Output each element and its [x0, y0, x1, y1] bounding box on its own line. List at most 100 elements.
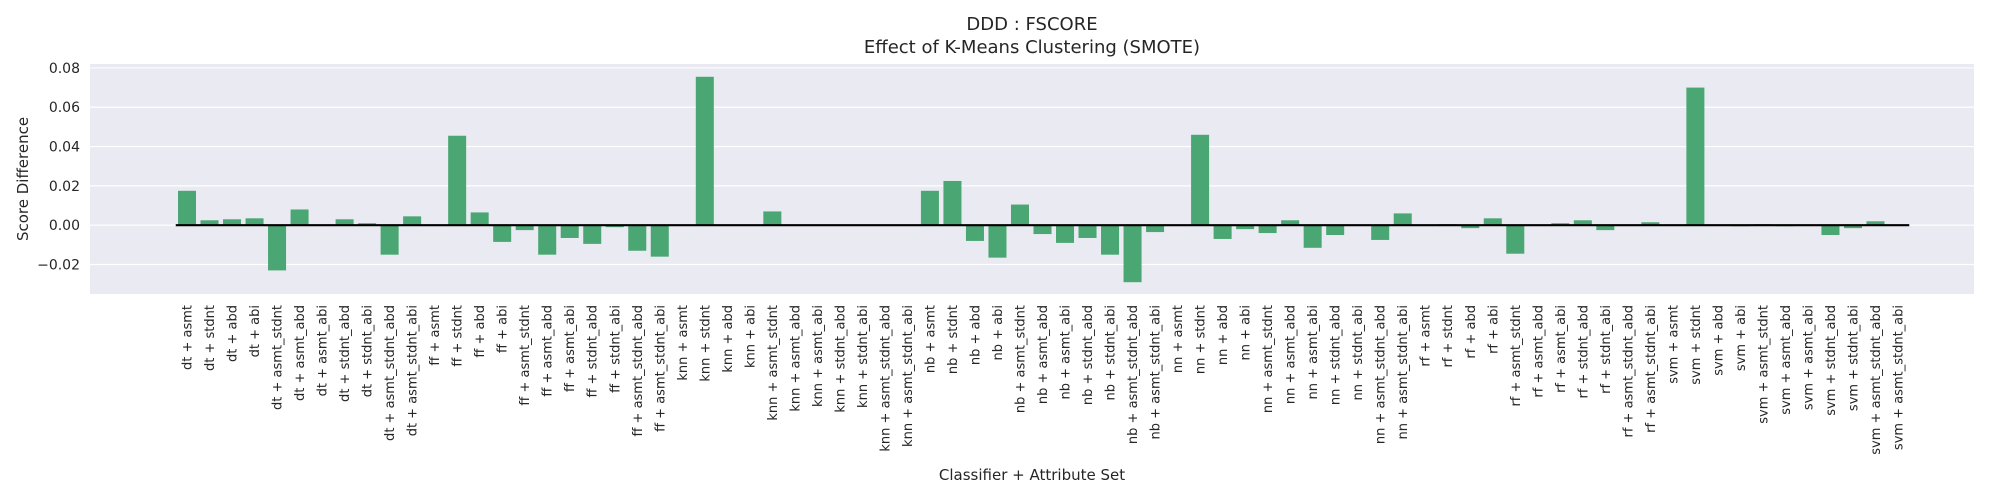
x-tick-label: dt + stdnt	[203, 305, 218, 371]
bar	[538, 225, 557, 255]
bar	[650, 225, 669, 257]
x-tick-label: knn + asmt_stdnt_abi	[901, 305, 916, 447]
bar	[943, 180, 962, 226]
x-tick-label: ff + asmt_abd	[541, 305, 556, 397]
bar	[965, 225, 984, 241]
bar	[515, 225, 534, 231]
bar	[1213, 225, 1232, 239]
bar	[1866, 221, 1885, 226]
x-tick-label: svm + asmt_abi	[1801, 305, 1816, 410]
bar	[1258, 225, 1277, 234]
x-tick-label: knn + asmt_abd	[788, 305, 803, 412]
x-tick-label: ff + asmt_abi	[563, 305, 578, 392]
bar	[1393, 213, 1412, 226]
bar	[1303, 225, 1322, 248]
x-tick-label: svm + abd	[1711, 305, 1726, 376]
x-tick-label: rf + stdnt	[1441, 305, 1456, 368]
x-tick-label: dt + abd	[226, 305, 241, 362]
x-tick-label: svm + asmt_stdnt	[1756, 305, 1771, 424]
x-tick-label: svm + stdnt_abd	[1824, 305, 1839, 416]
x-axis-ticks: dt + asmt dt + stdnt dt + abd dt + abi dt + …	[181, 305, 1907, 455]
x-tick-label: nn + asmt_stdnt_abd	[1374, 305, 1389, 444]
x-tick-label: nb + abd	[968, 305, 983, 365]
x-tick-label: ff + stdnt	[451, 305, 466, 367]
x-tick-label: knn + abi	[743, 305, 758, 368]
bar	[1146, 225, 1165, 233]
bar	[245, 218, 264, 226]
x-tick-label: nn + asmt_stdnt	[1261, 305, 1276, 413]
bar	[628, 225, 647, 251]
x-tick-label: rf + asmt_stdnt	[1509, 305, 1524, 407]
x-tick-label: svm + abi	[1734, 305, 1749, 371]
x-tick-label: nb + stdnt	[946, 305, 961, 374]
bar	[223, 219, 242, 226]
bar	[403, 216, 422, 226]
x-tick-label: rf + abd	[1464, 305, 1479, 359]
x-tick-label: ff + stdnt_abi	[608, 305, 623, 393]
x-tick-label: knn + stdnt	[698, 305, 713, 382]
x-tick-label: dt + asmt_stdnt_abd	[383, 305, 398, 441]
x-tick-label: ff + asmt_stdnt_abi	[653, 305, 668, 432]
bar	[290, 209, 309, 226]
bar	[268, 225, 287, 271]
bar	[1123, 225, 1142, 283]
x-tick-label: knn + asmt	[676, 305, 691, 381]
bar	[1078, 225, 1097, 238]
y-tick-label: 0.08	[49, 61, 80, 77]
bar	[583, 225, 602, 244]
bar	[335, 219, 354, 226]
bar	[1821, 225, 1840, 236]
y-axis-ticks: −0.02 0.00 0.02 0.04 0.06 0.08	[37, 61, 80, 274]
x-tick-label: dt + asmt_stdnt	[271, 305, 286, 410]
x-axis-label: Classifier + Attribute Set	[939, 466, 1125, 484]
x-tick-label: nn + stdnt_abd	[1329, 305, 1344, 405]
plot-area	[90, 64, 1974, 294]
x-tick-label: rf + stdnt_abi	[1599, 305, 1614, 394]
x-tick-label: nb + asmt_stdnt	[1013, 305, 1028, 413]
bar	[1010, 204, 1029, 226]
bar	[1686, 87, 1705, 226]
x-tick-label: nb + stdnt_abd	[1081, 305, 1096, 405]
x-tick-label: rf + asmt	[1419, 305, 1434, 367]
x-tick-label: ff + abi	[496, 305, 511, 353]
bar	[200, 220, 219, 226]
x-tick-label: ff + asmt_stdnt	[518, 305, 533, 406]
bar	[1236, 225, 1255, 230]
x-tick-label: nb + asmt_stdnt_abd	[1126, 305, 1141, 444]
bar	[920, 190, 939, 226]
x-tick-label: svm + stdnt_abi	[1846, 305, 1861, 411]
y-tick-label: −0.02	[37, 258, 80, 274]
y-tick-label: 0.02	[49, 179, 80, 195]
bar	[1033, 225, 1052, 235]
bar	[177, 190, 197, 226]
x-tick-label: nb + asmt	[923, 305, 938, 373]
x-tick-label: knn + abd	[721, 305, 736, 373]
bars	[177, 76, 1908, 283]
x-tick-label: nn + asmt	[1171, 305, 1186, 373]
bar	[470, 212, 489, 226]
x-tick-label: rf + abi	[1486, 305, 1501, 354]
x-tick-label: dt + stdnt_abi	[361, 305, 376, 397]
x-tick-label: knn + asmt_stdnt	[766, 305, 781, 421]
chart-title: DDD : FSCORE	[966, 14, 1097, 35]
x-tick-label: nn + stdnt	[1194, 305, 1209, 374]
x-tick-label: ff + abd	[473, 305, 488, 358]
x-tick-label: dt + abi	[248, 305, 263, 357]
bar	[695, 76, 714, 226]
x-tick-label: knn + asmt_stdnt_abd	[878, 305, 893, 452]
x-tick-label: svm + stdnt	[1689, 305, 1704, 385]
x-tick-label: rf + asmt_abd	[1531, 305, 1546, 398]
bar	[1506, 225, 1525, 254]
x-tick-label: rf + stdnt_abd	[1576, 305, 1591, 399]
y-tick-label: 0.00	[49, 218, 80, 234]
x-tick-label: dt + asmt_abi	[316, 305, 331, 396]
bar	[448, 135, 467, 226]
x-tick-label: svm + asmt_stdnt_abd	[1869, 305, 1884, 455]
bar	[1641, 222, 1660, 226]
bar	[1843, 225, 1862, 229]
x-tick-label: nn + stdnt_abi	[1351, 305, 1366, 400]
bar	[1326, 225, 1345, 236]
x-tick-label: nb + asmt_abi	[1059, 305, 1074, 399]
x-tick-label: nb + asmt_abd	[1036, 305, 1051, 404]
